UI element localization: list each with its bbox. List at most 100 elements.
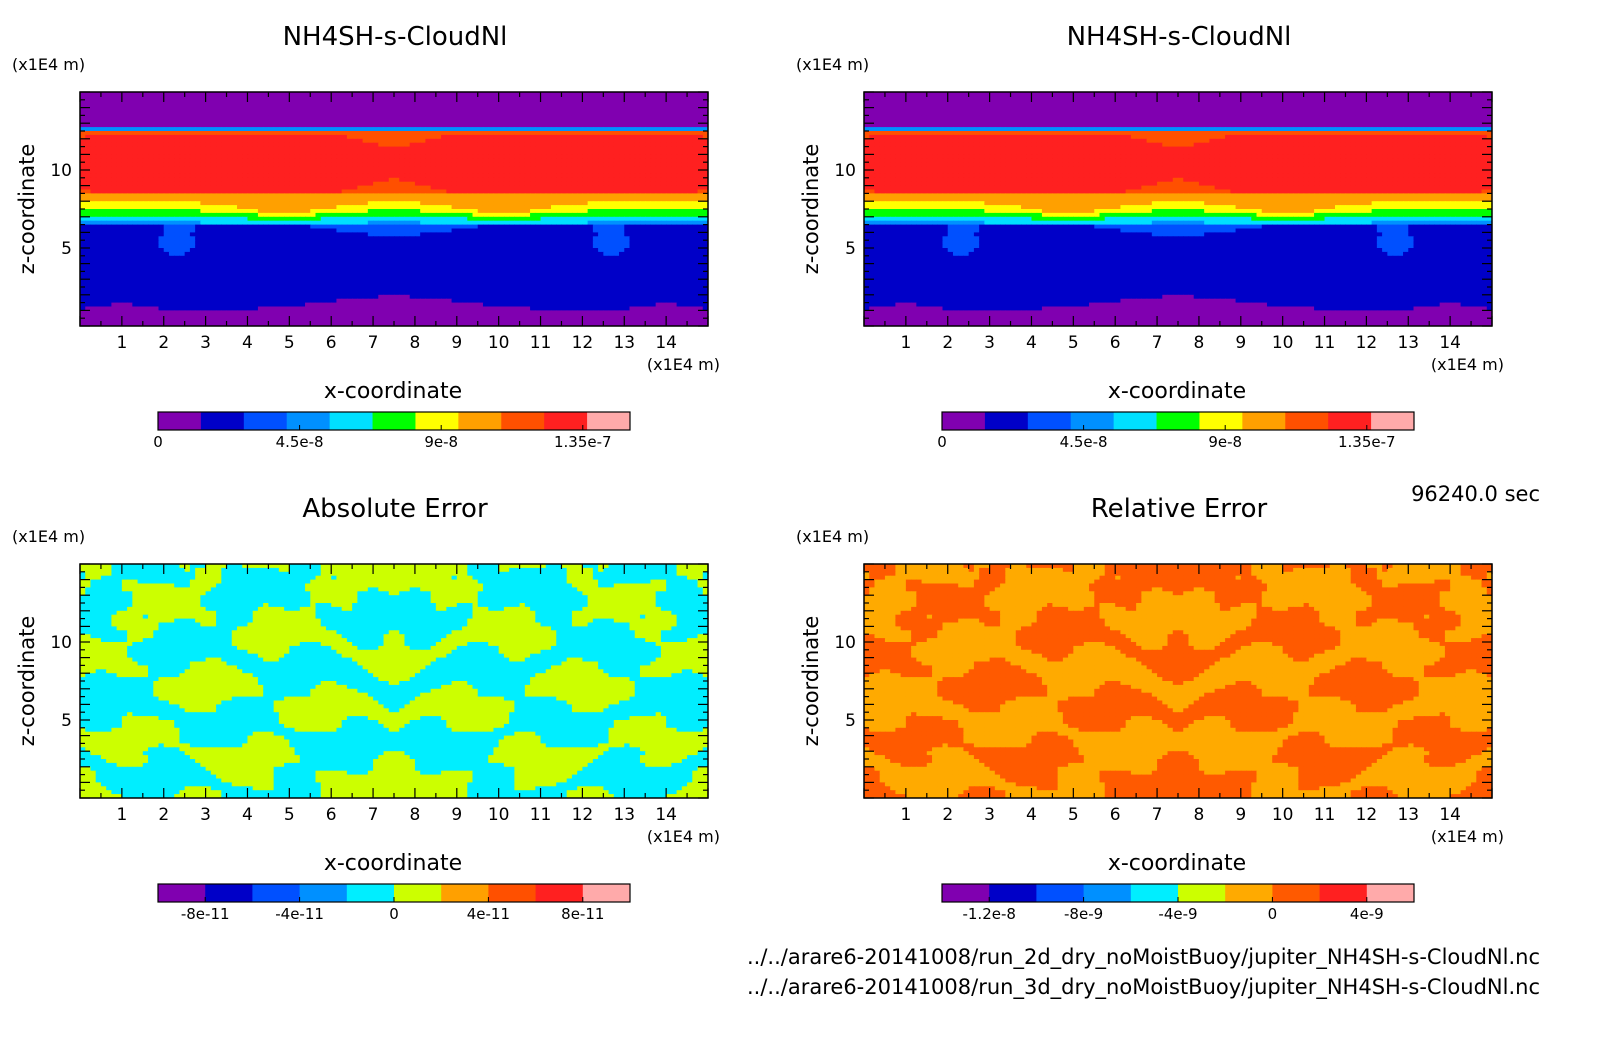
field-cell [545,150,552,155]
field-cell [184,119,191,124]
field-cell [252,142,259,148]
field-cell [676,150,683,155]
field-cell [441,181,447,187]
field-cell [561,138,568,144]
field-cell [524,177,531,183]
field-cell [409,244,416,249]
field-cell [315,197,322,202]
field-cell [383,173,390,179]
field-cell [535,216,542,222]
field-cell [153,142,160,148]
field-cell [697,127,704,132]
field-cell [477,119,484,124]
field-cell [352,189,358,194]
field-cell [545,205,552,210]
field-cell [294,158,301,163]
field-cell [127,134,133,140]
field-cell [237,107,243,113]
field-cell [205,115,212,120]
field-cell [231,212,238,218]
field-cell [315,162,322,167]
field-cell [284,197,290,202]
field-cell [467,146,474,152]
field-cell [488,99,495,105]
field-cell [142,197,149,202]
field-cell [273,99,280,105]
field-cell [226,193,233,198]
field-cell [242,201,249,206]
field-cell [336,146,343,152]
field-cell [577,131,583,136]
field-cell [592,224,599,230]
field-cell [231,185,238,191]
field-cell [148,244,154,249]
field-cell [687,170,693,175]
field-cell [284,216,290,222]
field-cell [676,248,683,253]
field-cell [111,220,118,226]
field-cell [278,158,285,163]
field-cell [95,240,102,245]
field-cell [336,127,343,132]
field-cell [100,131,107,136]
field-cell [519,150,526,155]
field-cell [336,138,343,144]
field-cell [608,103,615,109]
field-cell [687,224,693,230]
field-cell [577,228,583,233]
field-cell [414,212,421,218]
field-cell [174,236,181,241]
field-cell [383,92,390,97]
field-cell [278,181,285,187]
field-cell [168,138,175,144]
field-cell [294,119,301,124]
field-cell [671,173,678,179]
field-cell [200,216,207,222]
field-cell [451,123,458,128]
field-cell [320,162,327,167]
field-cell [153,127,160,132]
field-cell [346,150,353,155]
field-cell [451,244,458,249]
field-cell [514,138,521,144]
field-cell [619,181,625,187]
field-cell [577,99,583,105]
field-cell [315,99,322,105]
field-cell [85,220,92,226]
field-cell [299,119,306,124]
field-cell [399,209,406,214]
field-cell [158,111,165,116]
field-cell [561,173,568,179]
field-cell [127,236,133,241]
field-cell [430,220,437,226]
field-cell [629,240,636,245]
field-cell [582,220,589,226]
field-cell [540,201,547,206]
field-cell [80,134,86,140]
field-cell [629,193,636,198]
field-cell [425,166,432,171]
field-cell [95,224,102,230]
field-cell [477,146,484,152]
field-cell [603,107,610,113]
field-cell [561,107,568,113]
field-cell [509,177,515,183]
field-cell [85,228,92,233]
field-cell [650,236,657,241]
field-cell [551,216,557,222]
field-cell [624,177,631,183]
field-cell [200,154,207,159]
field-cell [315,170,322,175]
field-cell [603,99,610,105]
field-cell [189,95,196,101]
field-cell [435,107,442,113]
field-cell [456,170,463,175]
field-cell [116,209,123,214]
field-cell [179,92,186,97]
field-cell [619,197,625,202]
field-cell [284,142,290,148]
field-cell [629,170,636,175]
field-cell [158,177,165,183]
field-cell [237,166,243,171]
field-cell [378,131,385,136]
